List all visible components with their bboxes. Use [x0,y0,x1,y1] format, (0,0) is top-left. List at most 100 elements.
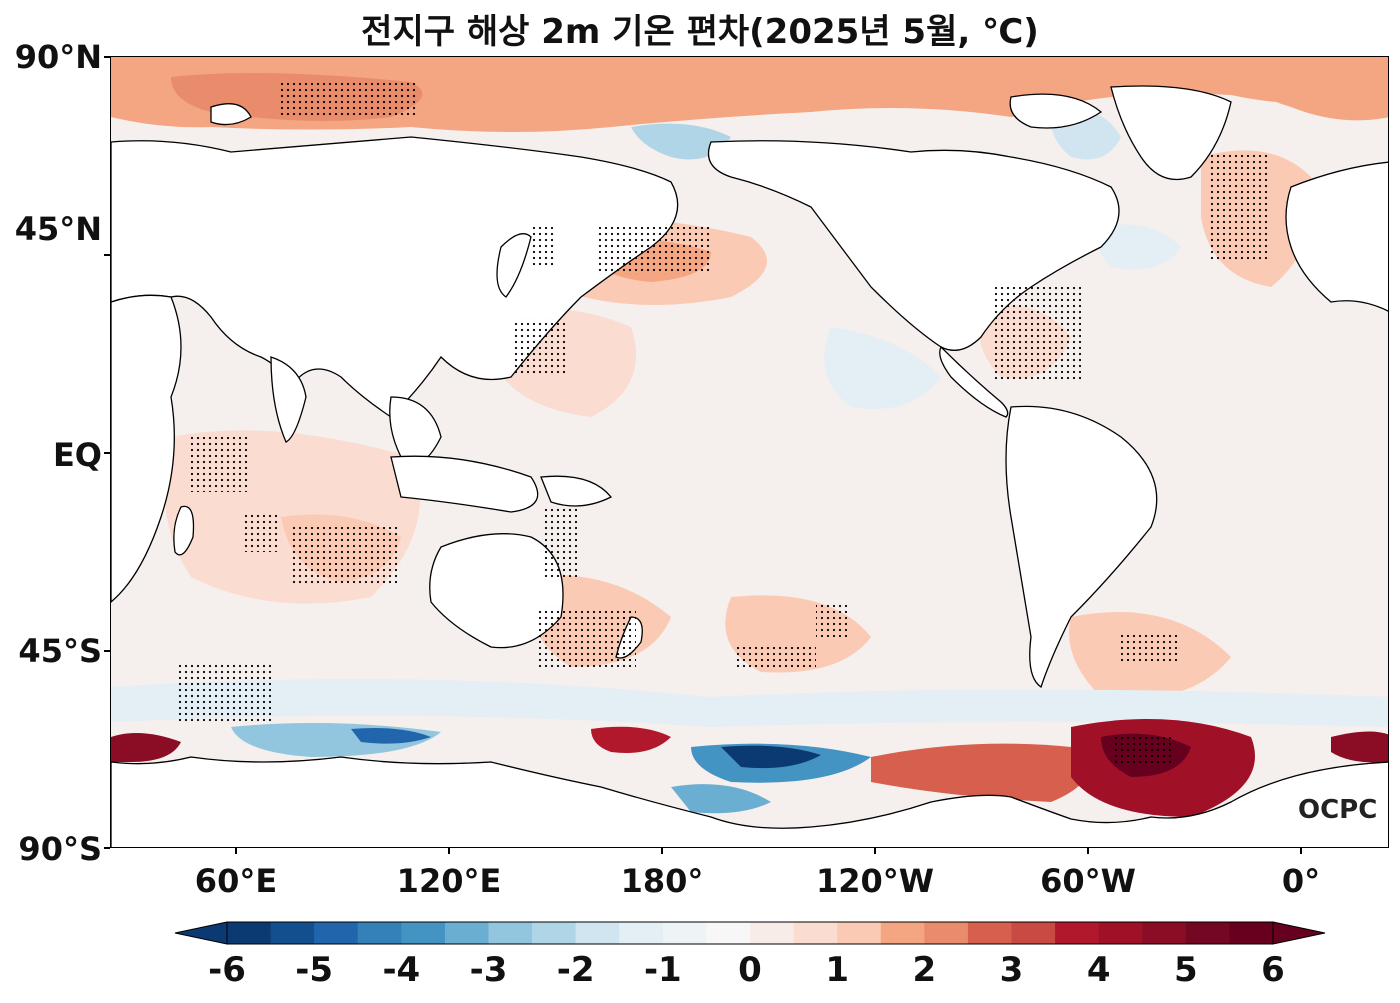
lat-tick [104,847,110,849]
colorbar-swatch [1142,922,1187,944]
colorbar-swatch [488,922,533,944]
stipple-tasman [536,607,636,667]
stipple-indian-north [191,437,251,492]
colorbar-swatch [314,922,359,944]
colorbar-swatch [924,922,969,944]
stipple-caribbean [991,287,1081,382]
stipple-west-pacific-2 [531,227,556,267]
stipple-north-atlantic [1211,152,1271,262]
colorbar-extend-max [1272,921,1326,945]
warm-anomaly-ross-west [591,726,671,753]
cool-anomaly-southern-ocean [111,678,1388,727]
stipple-south-indian [176,662,271,722]
lon-label-120e: 120°E [396,862,502,900]
colorbar-swatch [270,922,315,944]
colorbar-swatch [662,922,707,944]
colorbar-swatch [706,922,751,944]
anomaly-map [111,57,1388,847]
stipple-south-atlantic [1121,632,1181,662]
land-antarctica [111,756,1388,847]
stipple-barents [281,81,416,115]
colorbar-swatch [532,922,577,944]
colorbar-tick-label: -4 [382,950,421,990]
colorbar-swatch [1185,922,1230,944]
lat-tick [104,650,110,652]
colorbar-swatch [1011,922,1056,944]
lon-label-120w: 120°W [815,862,935,900]
colorbar-tick-label: 0 [738,950,762,990]
lat-label-eq: EQ [52,436,102,474]
land-madagascar [173,505,195,556]
lat-label-90n: 90°N [14,38,102,76]
land [111,85,1388,847]
stipple-south-pacific-2 [816,602,851,637]
lat-label-45s: 45°S [18,632,102,670]
land-europe [1285,161,1388,312]
lon-tick [874,848,876,854]
stipple-north-pacific [596,227,711,275]
colorbar-swatch [357,922,402,944]
map-panel [110,56,1389,848]
land-arctic-islands [1009,93,1103,129]
colorbar-tick-label: 5 [1173,950,1198,990]
colorbar-tick-label: -5 [295,950,334,990]
land-japan [496,233,532,298]
colorbar-swatch [1229,922,1274,944]
colorbar-outline [226,921,1274,945]
colorbar-tick-label: 3 [999,950,1024,990]
stipple-indian-mid [291,527,401,587]
cool-anomaly-antarctic-indian-core [351,728,431,744]
stipple-coral [541,507,581,577]
colorbar-tick-label: -2 [556,950,595,990]
lon-tick [448,848,450,854]
lon-tick [235,848,237,854]
cool-anomaly-east-pacific [824,327,941,409]
lon-label-60e: 60°E [194,862,278,900]
lat-tick [104,254,110,256]
warm-anomaly-antarctic-indian [111,733,181,762]
warm-anomaly-arctic [111,57,1388,132]
lat-label-45n: 45°N [14,210,102,248]
lon-tick [1300,848,1302,854]
colorbar-tick-label: 6 [1261,950,1285,990]
lat-tick [104,56,110,58]
land-south-america [1005,405,1158,689]
colorbar-tick-label: 4 [1086,950,1111,990]
colorbar-swatch [967,922,1012,944]
land-new-guinea [540,475,613,507]
cool-anomaly-gulf-stream [1097,224,1181,270]
colorbar-extend-min [174,921,228,945]
lon-tick [1087,848,1089,854]
warm-anomaly-bellingshausen [871,743,1087,802]
lat-tick [104,452,110,454]
colorbar-tick-label: 2 [912,950,937,990]
cool-anomaly-ross-core [721,745,821,769]
lon-label-60w: 60°W [1040,862,1136,900]
colorbar-swatch [575,922,620,944]
stipple-south-pacific [736,647,816,669]
colorbar-swatch [837,922,882,944]
stipple-indian-east [241,512,281,552]
warm-anomaly-greenland [1231,65,1388,121]
colorbar-swatch [1098,922,1143,944]
warm-anomaly-antarctic-atlantic-edge [1331,731,1388,763]
map-title: 전지구 해상 2m 기온 편차(2025년 5월, ℃) [361,12,1039,52]
colorbar-tick-label: -3 [469,950,508,990]
stipple-west-pacific [511,319,566,374]
cool-anomaly-beaufort [631,123,731,160]
colorbar-swatch [444,922,489,944]
land-indonesia [390,455,539,513]
colorbar-swatch [750,922,795,944]
lon-label-0: 0° [1281,862,1321,900]
land-central-america [939,345,1009,418]
lat-label-90s: 90°S [18,830,102,868]
land-india [270,356,307,443]
colorbar-swatch [227,922,272,944]
colorbar-tick-label: 1 [825,950,849,990]
lon-label-180: 180° [620,862,704,900]
colorbar-tick-label: -1 [643,950,682,990]
land-greenland [1110,85,1232,181]
colorbar-swatch [401,922,446,944]
cool-anomaly-ross-ice [671,784,771,814]
colorbar-swatch [793,922,838,944]
